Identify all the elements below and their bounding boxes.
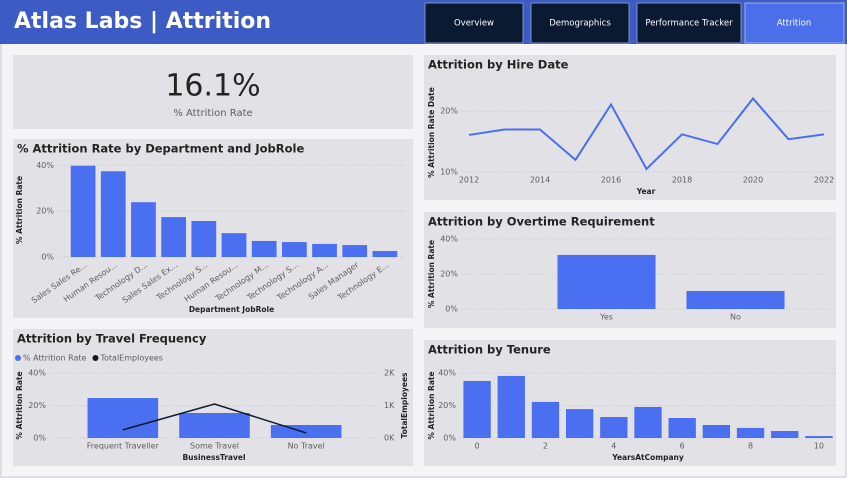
nav: Overview Demographics Performance Tracke… xyxy=(424,2,845,44)
x-axis-title: YearsAtCompany xyxy=(611,453,684,462)
panel xyxy=(424,340,836,466)
y-axis-title: % Attrition Rate xyxy=(427,371,436,439)
y-axis-title: % Attrition Rate xyxy=(427,240,436,308)
bar xyxy=(191,221,217,257)
legend-marker xyxy=(92,355,99,361)
line xyxy=(468,96,825,171)
kpi-value: 16.1% xyxy=(165,69,260,104)
y-tick-label: 0% xyxy=(41,253,54,262)
y-axis-title: % Attrition Rate xyxy=(15,371,24,439)
kpi-label: % Attrition Rate xyxy=(173,108,252,119)
bar xyxy=(281,242,307,257)
bar xyxy=(270,425,342,438)
bar xyxy=(70,165,96,257)
y-tick-label: 20% xyxy=(440,107,458,116)
bar xyxy=(686,290,785,309)
y2-tick-label: 1K xyxy=(384,401,395,410)
bar xyxy=(634,406,662,438)
bar xyxy=(557,254,656,309)
y-axis-title: % Attrition Rate Date xyxy=(427,87,436,178)
y-tick-label: 20% xyxy=(440,270,458,279)
x-tick-label: 2020 xyxy=(743,176,763,185)
chart-title: Attrition by Tenure xyxy=(428,343,551,357)
y-tick-label: 0% xyxy=(443,434,456,443)
y-tick-label: 40% xyxy=(36,161,54,170)
y2-tick-label: 2K xyxy=(384,369,395,378)
panel xyxy=(424,55,836,200)
nav-button[interactable] xyxy=(636,2,742,44)
bar xyxy=(179,412,250,438)
y-tick-label: 40% xyxy=(440,235,458,244)
header-title: Atlas Labs | Attrition xyxy=(14,9,271,34)
x-tick-label: Yes xyxy=(599,313,613,322)
nav-label[interactable]: Performance Tracker xyxy=(645,19,733,29)
bar xyxy=(600,417,628,438)
bar xyxy=(342,245,368,257)
nav-button[interactable] xyxy=(530,2,630,44)
legend-marker xyxy=(15,355,21,361)
bar xyxy=(565,409,594,438)
legend-label: TotalEmployees xyxy=(99,354,162,363)
chart-title: % Attrition Rate by Department and JobRo… xyxy=(17,142,304,156)
x-tick-label: 10 xyxy=(814,442,824,451)
panel xyxy=(13,329,413,466)
bar xyxy=(736,427,765,438)
x-tick-label: Frequent Traveller xyxy=(87,442,160,451)
x-tick-label: 2014 xyxy=(530,176,550,185)
x-axis-title: Department JobRole xyxy=(189,305,274,314)
y-tick-label: 10% xyxy=(440,168,458,177)
bar xyxy=(87,398,159,438)
x-tick-label: Some Travel xyxy=(190,442,239,451)
x-tick-label: 2016 xyxy=(601,176,621,185)
nav-label[interactable]: Overview xyxy=(454,19,494,29)
line xyxy=(122,403,307,434)
y-axis-title: % Attrition Rate xyxy=(15,176,24,244)
nav-label[interactable]: Attrition xyxy=(777,19,811,29)
x-axis-title: Year xyxy=(636,187,656,196)
x-axis-title: BusinessTravel xyxy=(182,453,245,462)
bar xyxy=(668,418,696,438)
x-tick-label: 0 xyxy=(475,442,480,451)
y-tick-label: 40% xyxy=(438,369,456,378)
bar xyxy=(372,251,398,257)
y-tick-label: 20% xyxy=(28,401,46,410)
y2-tick-label: 0K xyxy=(384,434,395,443)
bar xyxy=(251,240,277,257)
y-tick-label: 20% xyxy=(438,401,456,410)
chart-title: Attrition by Hire Date xyxy=(428,58,569,72)
x-tick-label: No Travel xyxy=(288,442,325,451)
x-tick-label: No xyxy=(730,313,741,322)
nav-button[interactable] xyxy=(424,2,524,44)
x-tick-label: 2012 xyxy=(459,176,479,185)
legend-label: % Attrition Rate xyxy=(23,354,87,363)
bar xyxy=(771,431,799,438)
chart-title: Attrition by Travel Frequency xyxy=(17,332,207,346)
x-tick-label: 6 xyxy=(680,442,685,451)
x-tick-label: 2022 xyxy=(814,176,834,185)
bar xyxy=(221,233,247,257)
x-tick-label: 2 xyxy=(543,442,548,451)
y-tick-label: 20% xyxy=(36,207,54,216)
x-tick-label: 2018 xyxy=(672,176,692,185)
bar xyxy=(100,171,126,257)
bar xyxy=(531,401,560,438)
x-tick-label: 4 xyxy=(611,442,616,451)
bar xyxy=(463,380,491,438)
bar xyxy=(702,425,731,438)
bar xyxy=(312,243,337,257)
kpi-card xyxy=(13,55,413,129)
y-tick-label: 40% xyxy=(28,369,46,378)
bar xyxy=(805,436,833,438)
bar xyxy=(131,202,156,257)
bar xyxy=(497,375,525,438)
bar xyxy=(161,217,187,257)
y2-axis-title: TotalEmployees xyxy=(400,372,409,439)
chart-title: Attrition by Overtime Requirement xyxy=(428,215,655,229)
nav-label[interactable]: Demographics xyxy=(549,19,611,29)
nav-button[interactable] xyxy=(744,2,845,44)
y-tick-label: 0% xyxy=(33,434,46,443)
x-tick-label: 8 xyxy=(748,442,753,451)
y-tick-label: 0% xyxy=(445,305,458,314)
